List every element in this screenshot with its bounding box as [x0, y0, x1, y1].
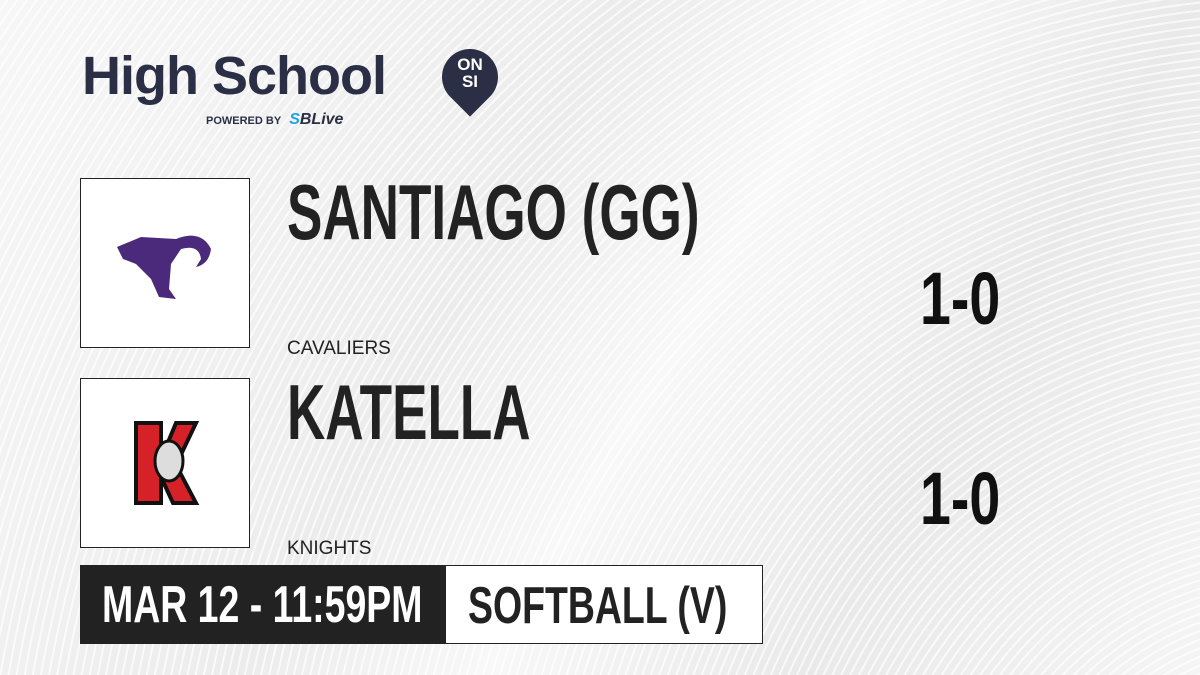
knight-k-logo-icon [134, 421, 200, 505]
sport-box: SOFTBALL (V) [445, 565, 763, 644]
brand-logo: High School ON SI POWERED BY SBLive [82, 37, 510, 128]
team2-record: 1-0 [920, 457, 1001, 540]
on-si-badge: ON SI [457, 55, 483, 91]
team2-logo [80, 378, 250, 548]
cavalier-logo-icon [117, 235, 211, 299]
brand-title: High School [82, 46, 387, 106]
game-datetime: MAR 12 - 11:59PM [102, 576, 423, 634]
team1-logo [80, 178, 250, 348]
team2-mascot: KNIGHTS [287, 538, 372, 559]
team1-mascot: CAVALIERS [287, 338, 391, 359]
team2-name: KATELLA [287, 368, 531, 456]
sblive-logo: SBLive [289, 111, 344, 128]
game-datetime-box: MAR 12 - 11:59PM [80, 565, 445, 644]
team1-name: SANTIAGO (GG) [287, 168, 700, 256]
game-sport: SOFTBALL (V) [468, 577, 728, 635]
powered-by: POWERED BY SBLive [206, 111, 344, 128]
team1-record: 1-0 [920, 257, 1001, 340]
